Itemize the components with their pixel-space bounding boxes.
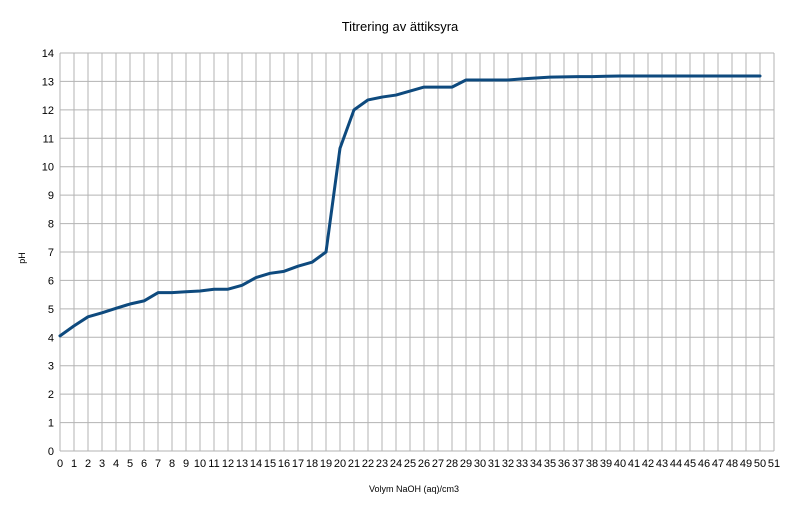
y-tick-label: 13 <box>42 76 54 88</box>
x-tick-label: 28 <box>446 458 458 470</box>
x-tick-label: 30 <box>474 458 486 470</box>
x-tick-label: 13 <box>236 458 248 470</box>
x-tick-label: 23 <box>376 458 388 470</box>
x-axis-label: Volym NaOH (aq)/cm3 <box>369 484 459 494</box>
y-tick-label: 5 <box>48 304 54 316</box>
x-tick-label: 36 <box>558 458 570 470</box>
x-tick-label: 29 <box>460 458 472 470</box>
y-tick-label: 11 <box>43 133 54 145</box>
x-tick-label: 51 <box>768 458 780 470</box>
x-tick-label: 35 <box>544 458 556 470</box>
y-tick-label: 12 <box>42 105 54 117</box>
y-tick-label: 1 <box>48 418 54 430</box>
y-tick-label: 6 <box>48 275 54 287</box>
x-tick-label: 50 <box>754 458 766 470</box>
x-tick-label: 7 <box>155 458 161 470</box>
x-tick-label: 8 <box>169 458 175 470</box>
x-tick-label: 12 <box>222 458 234 470</box>
x-tick-label: 46 <box>698 458 710 470</box>
x-tick-label: 38 <box>586 458 598 470</box>
x-tick-label: 22 <box>362 458 374 470</box>
x-tick-label: 37 <box>572 458 584 470</box>
x-tick-label: 48 <box>726 458 738 470</box>
y-tick-label: 8 <box>48 219 54 231</box>
y-tick-label: 0 <box>48 446 54 458</box>
x-tick-label: 24 <box>390 458 402 470</box>
x-tick-label: 3 <box>99 458 105 470</box>
x-tick-label: 17 <box>292 458 304 470</box>
x-tick-label: 21 <box>348 458 360 470</box>
x-tick-label: 40 <box>614 458 626 470</box>
x-tick-label: 15 <box>264 458 276 470</box>
x-tick-label: 14 <box>250 458 262 470</box>
y-tick-label: 9 <box>48 190 54 202</box>
y-tick-label: 4 <box>48 332 54 344</box>
x-tick-label: 42 <box>642 458 654 470</box>
x-tick-label: 1 <box>71 458 77 470</box>
x-tick-label: 4 <box>113 458 119 470</box>
x-tick-label: 26 <box>418 458 430 470</box>
y-tick-label: 10 <box>42 162 54 174</box>
x-tick-label: 31 <box>488 458 500 470</box>
x-tick-label: 39 <box>600 458 612 470</box>
x-tick-label: 5 <box>127 458 133 470</box>
x-tick-label: 6 <box>141 458 147 470</box>
y-tick-label: 7 <box>48 247 54 259</box>
chart-title: Titrering av ättiksyra <box>342 19 459 34</box>
y-tick-label: 14 <box>42 48 54 60</box>
series-group <box>58 74 762 338</box>
x-tick-label: 16 <box>278 458 290 470</box>
x-tick-label: 10 <box>194 458 206 470</box>
x-tick-label: 45 <box>684 458 696 470</box>
x-tick-label: 18 <box>306 458 318 470</box>
x-tick-label: 33 <box>516 458 528 470</box>
x-tick-label: 43 <box>656 458 668 470</box>
grid <box>59 52 775 452</box>
x-tick-label: 9 <box>183 458 189 470</box>
x-tick-label: 34 <box>530 458 542 470</box>
x-tick-label: 27 <box>432 458 444 470</box>
y-tick-label: 3 <box>48 361 54 373</box>
x-tick-label: 47 <box>712 458 724 470</box>
x-tick-label: 19 <box>320 458 332 470</box>
x-tick-label: 11 <box>208 458 219 470</box>
x-axis-ticks: 0 1 2 3 4 5 6 7 8 9 10 11 12 13 14 15 16 17 18 19 20 21 22 23 24… <box>57 458 780 470</box>
y-tick-label: 2 <box>48 389 54 401</box>
x-tick-label: 44 <box>670 458 682 470</box>
x-tick-label: 2 <box>85 458 91 470</box>
x-tick-label: 20 <box>334 458 346 470</box>
x-tick-label: 41 <box>628 458 640 470</box>
x-tick-label: 0 <box>57 458 63 470</box>
y-axis-label: pH <box>17 252 27 264</box>
x-tick-label: 32 <box>502 458 514 470</box>
x-tick-label: 49 <box>740 458 752 470</box>
x-tick-label: 25 <box>404 458 416 470</box>
